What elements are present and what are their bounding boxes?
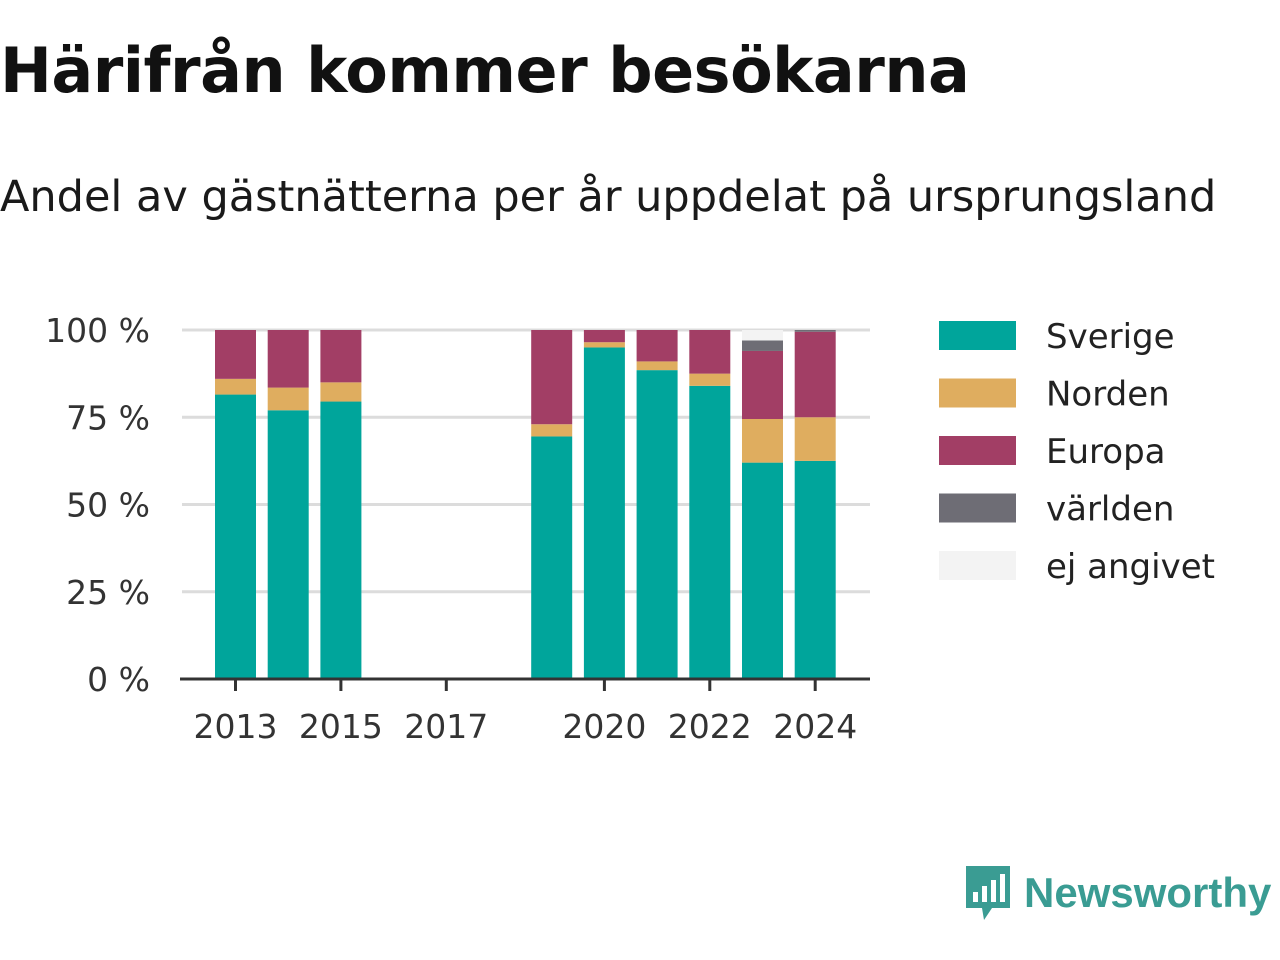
newsworthy-chart-bubble-icon	[966, 866, 1010, 920]
bar-segment	[320, 401, 362, 679]
bar-segment	[531, 436, 573, 679]
legend-swatch	[939, 321, 1016, 350]
y-tick-label: 0 %	[87, 660, 150, 699]
chart-subtitle: Andel av gästnätterna per år uppdelat på…	[0, 172, 1217, 222]
bar-segment	[742, 418, 783, 463]
bar-segment	[689, 330, 731, 374]
bar-segment	[267, 410, 309, 679]
bar-segment	[267, 387, 309, 411]
bar-segment	[320, 330, 362, 383]
x-tick-label: 2017	[404, 707, 488, 746]
x-tick-label: 2013	[194, 707, 278, 746]
bar-segment	[636, 330, 678, 362]
x-tick-label: 2024	[773, 707, 857, 746]
x-tick-label: 2020	[562, 707, 646, 746]
bar-segment	[742, 340, 783, 351]
newsworthy-logo: Newsworthy	[962, 862, 1271, 924]
y-tick-label: 75 %	[66, 398, 150, 437]
legend-label: världen	[1046, 490, 1174, 530]
stacked-bar-chart: 0 % 25 % 50 % 75 % 100 % 2013 2015 2017 2020 2022…	[45, 311, 1215, 746]
legend-label: Sverige	[1046, 317, 1175, 357]
legend-label: Europa	[1046, 432, 1165, 472]
bar-segment	[267, 330, 309, 388]
bar-segment	[689, 385, 731, 679]
chart-title: Härifrån kommer besökarna	[0, 34, 970, 107]
legend-label: ej angivet	[1046, 547, 1215, 587]
legend-swatch	[939, 378, 1016, 408]
y-tick-label: 50 %	[66, 486, 150, 525]
legend-swatch	[939, 436, 1016, 465]
bar-segment	[794, 330, 836, 332]
legend-swatch	[939, 551, 1016, 580]
legend-swatch	[939, 493, 1016, 523]
bar-segment	[794, 460, 836, 679]
y-tick-label: 100 %	[45, 311, 150, 350]
x-tick-label: 2015	[299, 707, 383, 746]
bar-segment	[320, 382, 362, 402]
bar-segment	[636, 361, 678, 371]
x-tick-label: 2022	[668, 707, 752, 746]
bar-segment	[583, 347, 625, 679]
bar-segment	[215, 394, 256, 679]
bar-segment	[583, 330, 625, 343]
logo-text: Newsworthy	[1024, 869, 1272, 916]
bar-segment	[583, 342, 625, 348]
bar-segment	[215, 378, 256, 395]
bar-segment	[531, 424, 573, 437]
bar-segment	[636, 370, 678, 679]
legend-label: Norden	[1046, 375, 1170, 415]
bar-segment	[742, 350, 783, 419]
bar-segment	[531, 330, 573, 425]
bar-segment	[742, 462, 783, 679]
y-tick-label: 25 %	[66, 573, 150, 612]
bar-segment	[689, 373, 731, 386]
bar-segment	[794, 417, 836, 461]
bar-segment	[215, 330, 256, 379]
bar-segment	[794, 331, 836, 418]
bar-segment	[742, 330, 783, 341]
